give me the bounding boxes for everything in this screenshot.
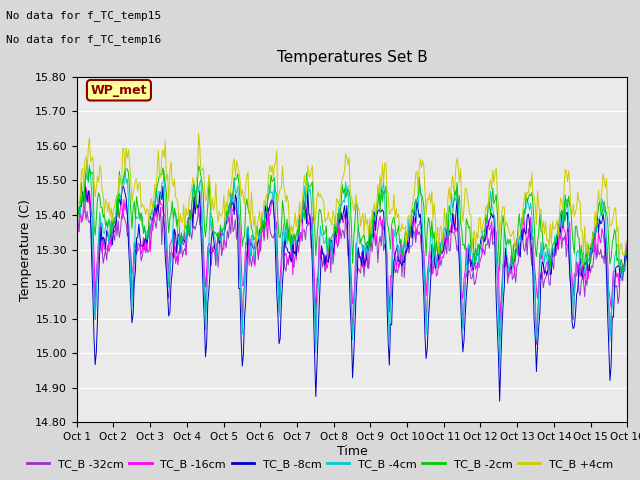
TC_B -8cm xyxy=(496,398,504,404)
TC_B -2cm xyxy=(623,249,631,254)
TC_B -4cm xyxy=(73,212,81,218)
Line: TC_B -4cm: TC_B -4cm xyxy=(77,165,627,369)
TC_B -2cm xyxy=(496,268,504,274)
TC_B +4cm xyxy=(615,253,623,259)
Line: TC_B -2cm: TC_B -2cm xyxy=(77,161,627,271)
TC_B -32cm xyxy=(575,289,583,295)
TC_B -32cm xyxy=(623,254,631,260)
TC_B -8cm xyxy=(73,217,81,223)
TC_B -4cm xyxy=(86,162,93,168)
Text: WP_met: WP_met xyxy=(91,84,147,97)
TC_B +4cm xyxy=(195,131,202,136)
TC_B -16cm xyxy=(496,321,504,326)
Text: No data for f_TC_temp16: No data for f_TC_temp16 xyxy=(6,34,162,45)
Text: No data for f_TC_temp15: No data for f_TC_temp15 xyxy=(6,10,162,21)
TC_B -8cm xyxy=(623,251,631,257)
TC_B -8cm xyxy=(81,180,89,186)
TC_B -4cm xyxy=(479,229,486,235)
TC_B -16cm xyxy=(245,263,253,268)
Title: Temperatures Set B: Temperatures Set B xyxy=(276,49,428,64)
TC_B +4cm xyxy=(623,240,631,246)
TC_B +4cm xyxy=(382,160,390,166)
Legend: TC_B -32cm, TC_B -16cm, TC_B -8cm, TC_B -4cm, TC_B -2cm, TC_B +4cm: TC_B -32cm, TC_B -16cm, TC_B -8cm, TC_B … xyxy=(22,455,618,474)
TC_B -4cm xyxy=(382,234,390,240)
TC_B -32cm xyxy=(306,221,314,227)
TC_B -2cm xyxy=(575,235,583,241)
TC_B -32cm xyxy=(73,225,81,231)
Y-axis label: Temperature (C): Temperature (C) xyxy=(19,199,33,300)
TC_B -16cm xyxy=(575,266,583,272)
TC_B -2cm xyxy=(479,232,486,238)
TC_B +4cm xyxy=(479,224,486,229)
TC_B +4cm xyxy=(408,202,416,208)
X-axis label: Time: Time xyxy=(337,445,367,458)
TC_B -16cm xyxy=(382,238,390,243)
TC_B -32cm xyxy=(479,251,486,256)
TC_B -32cm xyxy=(80,200,88,206)
TC_B -16cm xyxy=(82,185,90,191)
TC_B -32cm xyxy=(245,254,253,260)
TC_B +4cm xyxy=(245,211,253,217)
TC_B -4cm xyxy=(623,255,631,261)
TC_B -2cm xyxy=(83,158,91,164)
Line: TC_B -16cm: TC_B -16cm xyxy=(77,188,627,324)
TC_B -32cm xyxy=(408,242,416,248)
Line: TC_B -32cm: TC_B -32cm xyxy=(77,203,627,344)
TC_B -8cm xyxy=(408,235,416,241)
TC_B -16cm xyxy=(73,224,81,230)
TC_B -16cm xyxy=(623,254,631,260)
Line: TC_B -8cm: TC_B -8cm xyxy=(77,183,627,401)
TC_B -2cm xyxy=(306,184,314,190)
Line: TC_B +4cm: TC_B +4cm xyxy=(77,133,627,256)
TC_B -8cm xyxy=(479,235,486,241)
TC_B -8cm xyxy=(382,252,390,258)
TC_B -2cm xyxy=(245,210,253,216)
TC_B -16cm xyxy=(306,211,314,217)
TC_B +4cm xyxy=(574,190,582,195)
TC_B -2cm xyxy=(382,183,390,189)
TC_B -16cm xyxy=(408,221,416,227)
TC_B +4cm xyxy=(306,174,314,180)
TC_B -4cm xyxy=(245,237,253,243)
TC_B -2cm xyxy=(73,230,81,236)
TC_B -2cm xyxy=(408,206,416,212)
TC_B -32cm xyxy=(382,240,390,245)
TC_B -4cm xyxy=(496,366,504,372)
TC_B +4cm xyxy=(73,211,81,216)
TC_B -4cm xyxy=(408,215,416,220)
TC_B -8cm xyxy=(245,242,253,248)
TC_B -8cm xyxy=(306,215,314,221)
TC_B -16cm xyxy=(479,248,486,254)
TC_B -4cm xyxy=(306,185,314,191)
TC_B -4cm xyxy=(575,250,583,255)
TC_B -32cm xyxy=(532,341,540,347)
TC_B -8cm xyxy=(575,267,583,273)
